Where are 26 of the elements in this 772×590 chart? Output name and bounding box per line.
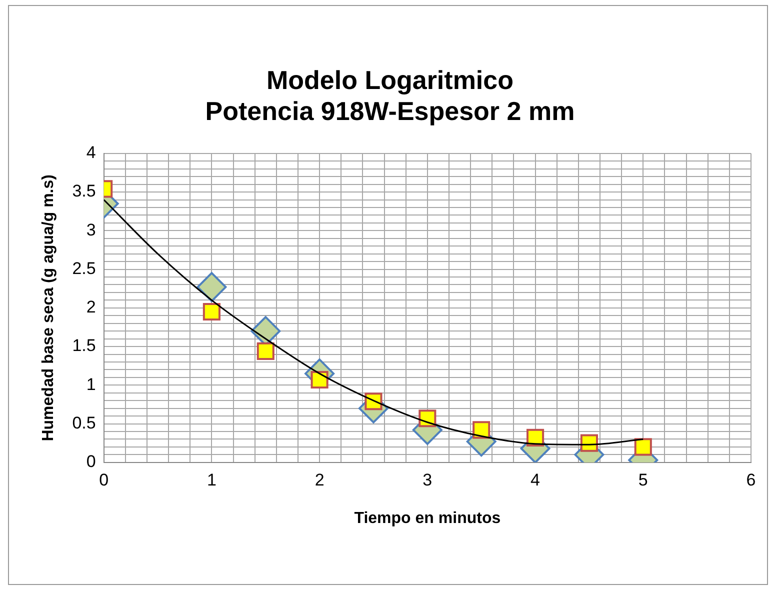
x-tick-label: 0: [99, 470, 109, 490]
y-tick-label: 2.5: [72, 258, 96, 278]
y-tick-label: 4: [86, 143, 96, 162]
point: [256, 342, 274, 360]
y-tick-label: 1.5: [72, 336, 96, 356]
y-tick-label: 1: [86, 374, 96, 394]
x-axis-title: Tiempo en minutos: [354, 510, 501, 527]
text: Potencia 918W-Espesor 2 mm: [205, 96, 575, 126]
y-tick-label: 2: [86, 298, 96, 317]
y-axis-title: Humedad base seca (g agua/g m.s): [40, 174, 58, 442]
point: [202, 302, 220, 321]
x-tick-label: 2: [314, 470, 324, 490]
x-tick-label: 3: [422, 470, 432, 490]
point: [634, 438, 652, 456]
x-tick-label: 6: [746, 470, 756, 490]
y-tick-label: 0: [86, 452, 96, 472]
point: [196, 272, 227, 302]
x-tick-label: 4: [530, 470, 540, 490]
y-tick-label: 0.5: [72, 413, 96, 432]
y-tick-label: 3.5: [72, 182, 96, 201]
x-tick-label: 5: [638, 470, 648, 490]
x-tick-label: 1: [206, 470, 216, 490]
text: Modelo Logaritmico: [266, 64, 514, 95]
point: [526, 428, 544, 446]
point: [580, 434, 598, 452]
y-tick-label: 3: [86, 220, 96, 240]
